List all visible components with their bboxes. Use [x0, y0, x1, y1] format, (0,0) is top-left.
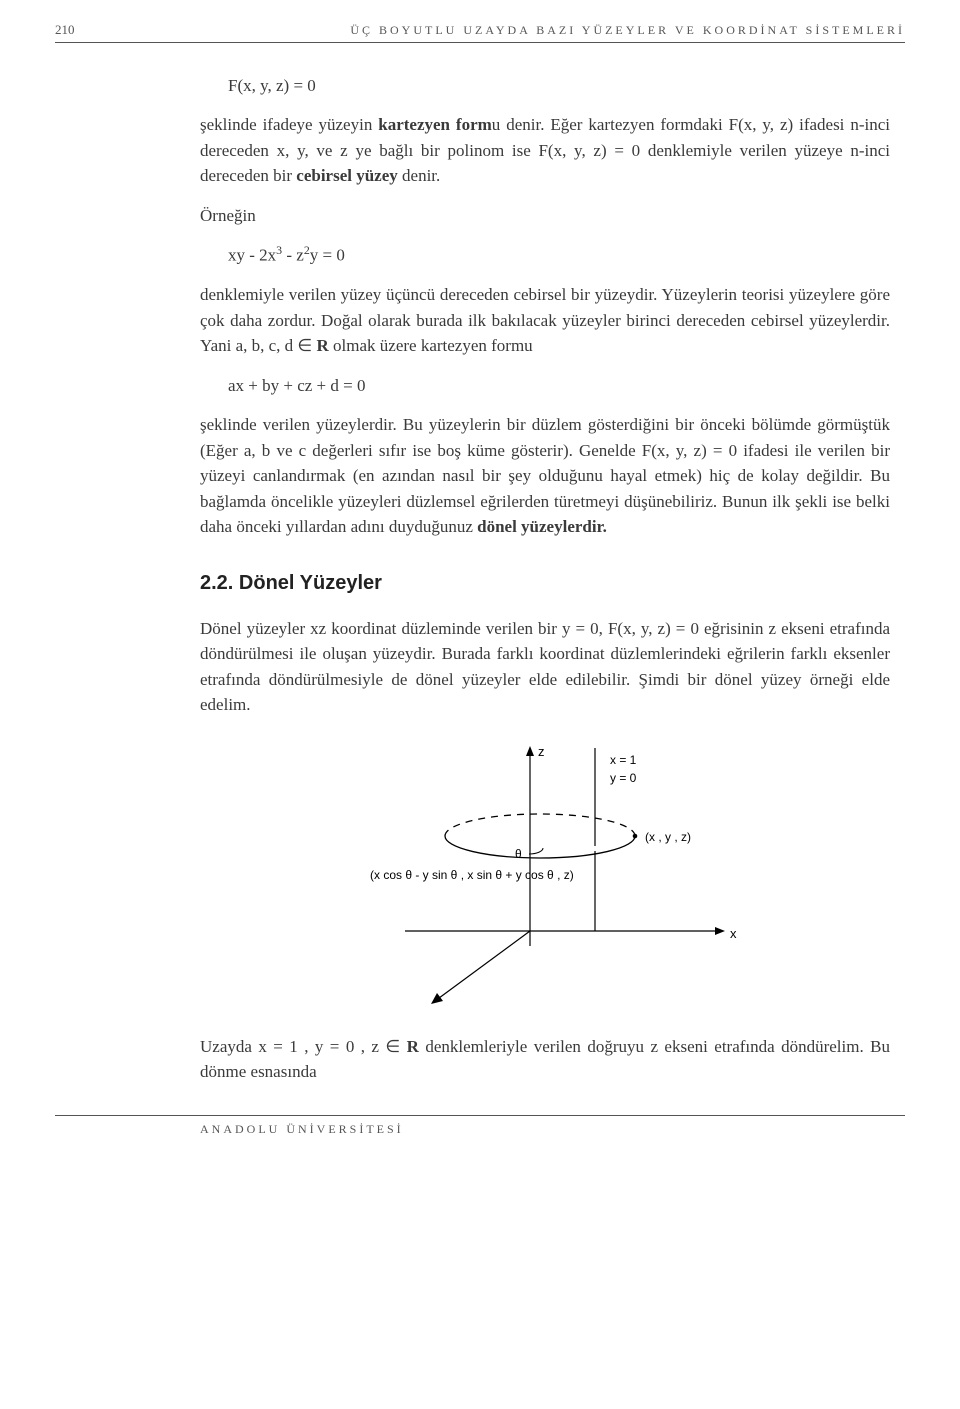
text: denir. [398, 166, 441, 185]
set-R: R [317, 336, 329, 355]
page-footer: ANADOLU ÜNİVERSİTESİ [55, 1115, 905, 1138]
paragraph-ornegin: Örneğin [200, 203, 890, 229]
paragraph-6: Uzayda x = 1 , y = 0 , z ∈ R denklemleri… [200, 1034, 890, 1085]
annot-rotated-point: (x cos θ - y sin θ , x sin θ + y cos θ ,… [370, 868, 574, 882]
annot-xyz: (x , y , z) [645, 830, 691, 844]
text: xy - 2x [228, 246, 276, 265]
page-number: 210 [55, 20, 75, 40]
x-axis-label: x [730, 926, 737, 941]
equation-1: F(x, y, z) = 0 [228, 73, 890, 99]
text: - z [282, 246, 304, 265]
y-axis [435, 931, 530, 1001]
rotation-diagram: z x θ x = 1 y = 0 (x , y , z) (x cos θ -… [335, 736, 755, 1016]
page-header: 210 ÜÇ BOYUTLU UZAYDA BAZI YÜZEYLER VE K… [55, 20, 905, 43]
paragraph-1: şeklinde ifadeye yüzeyin kartezyen formu… [200, 112, 890, 189]
text: olmak üzere kartezyen formu [329, 336, 533, 355]
term-cebirsel-yuzey: cebirsel yüzey [296, 166, 398, 185]
footer-text: ANADOLU ÜNİVERSİTESİ [200, 1122, 404, 1136]
equation-2: xy - 2x3 - z2y = 0 [228, 242, 890, 268]
x-arrowhead [715, 927, 725, 935]
text: y = 0 [310, 246, 345, 265]
running-title: ÜÇ BOYUTLU UZAYDA BAZI YÜZEYLER VE KOORD… [350, 21, 905, 39]
section-title: 2.2. Dönel Yüzeyler [200, 568, 890, 598]
annot-y0: y = 0 [610, 771, 637, 785]
equation-3: ax + by + cz + d = 0 [228, 373, 890, 399]
paragraph-3: denklemiyle verilen yüzey üçüncü dereced… [200, 282, 890, 359]
term-donel-yuzeyler: dönel yüzeylerdir. [477, 517, 607, 536]
paragraph-4: şeklinde verilen yüzeylerdir. Bu yüzeyle… [200, 412, 890, 540]
ellipse-front-arc [445, 836, 635, 858]
theta-arc [529, 848, 543, 854]
set-R: R [407, 1037, 419, 1056]
annot-x1: x = 1 [610, 753, 637, 767]
theta-label: θ [515, 847, 522, 861]
text: denklemiyle verilen yüzey üçüncü dereced… [200, 285, 890, 355]
y-arrowhead [431, 993, 443, 1004]
point-xyz [633, 833, 638, 838]
paragraph-5: Dönel yüzeyler xz koordinat düzleminde v… [200, 616, 890, 718]
page-content: F(x, y, z) = 0 şeklinde ifadeye yüzeyin … [55, 73, 905, 1085]
z-axis-label: z [538, 744, 545, 759]
ellipse-back-arc [445, 814, 635, 836]
text: şeklinde ifadeye yüzeyin [200, 115, 378, 134]
term-kartezyen-form: kartezyen form [378, 115, 492, 134]
text: Uzayda x = 1 , y = 0 , z ∈ [200, 1037, 407, 1056]
z-arrowhead [526, 746, 534, 756]
